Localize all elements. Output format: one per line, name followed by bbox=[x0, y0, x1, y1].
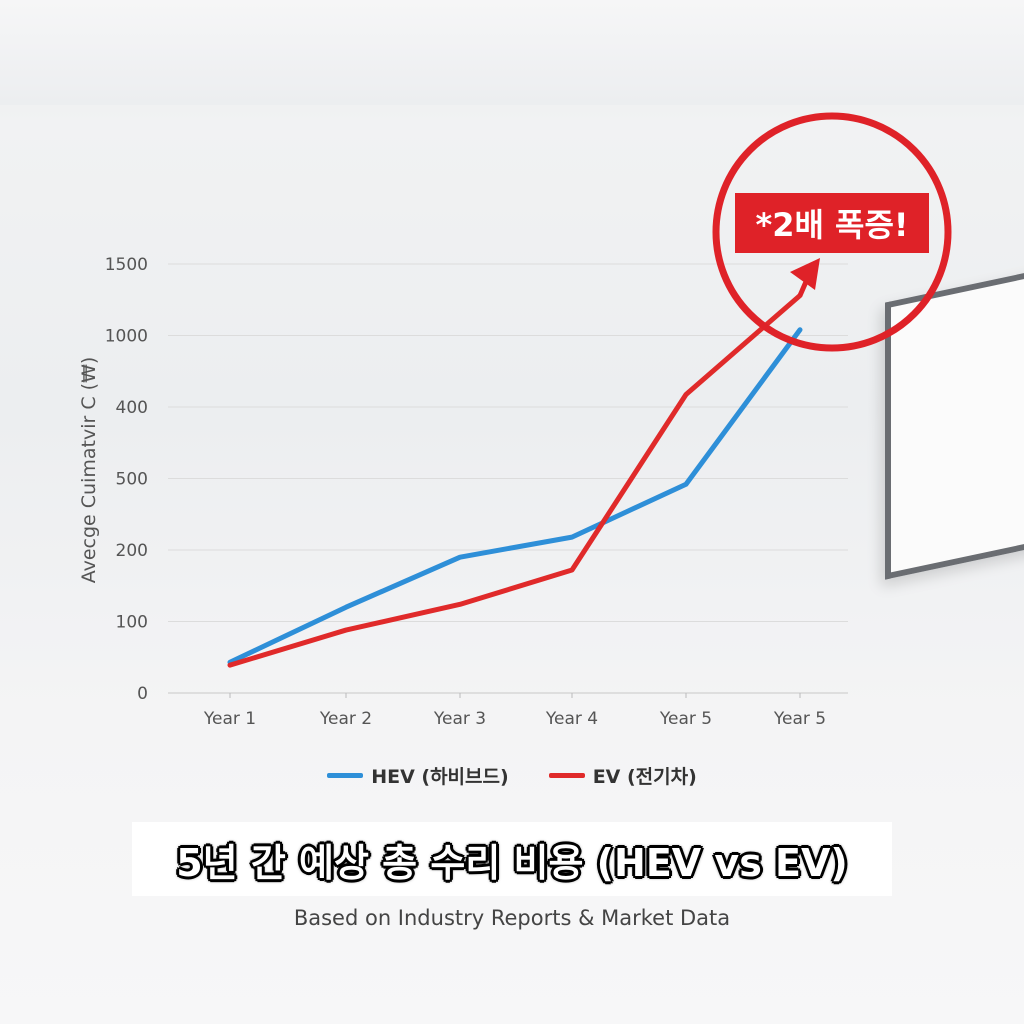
legend-label-ev: EV (전기차) bbox=[592, 766, 697, 788]
legend-item-ev: EV (전기차) bbox=[548, 762, 697, 789]
y-tick-label: 400 bbox=[116, 398, 148, 418]
annotation-circle bbox=[712, 112, 952, 352]
y-tick-label: 100 bbox=[116, 613, 148, 633]
y-axis-label: Avecge Cuimatvir C (₩) bbox=[78, 357, 100, 584]
y-tick-label: 200 bbox=[116, 541, 148, 561]
legend-label-hev: HEV (하비브드) bbox=[371, 766, 509, 788]
legend-swatch-ev bbox=[548, 773, 585, 778]
background-ceiling bbox=[0, 0, 1024, 105]
y-tick-label: 500 bbox=[116, 470, 148, 490]
y-tick-label: 0 bbox=[137, 684, 148, 704]
legend-swatch-hev bbox=[327, 773, 364, 778]
legend: HEV (하비브드) EV (전기차) bbox=[0, 762, 1024, 789]
chart-title-text: 5년 간 예상 총 수리 비용 (HEV vs EV) bbox=[176, 840, 848, 885]
x-tick-label: Year 3 bbox=[433, 709, 486, 729]
annotation-badge: *2배 폭증! bbox=[735, 193, 929, 253]
y-tick-label: 1000 bbox=[105, 327, 148, 347]
x-tick-label: Year 4 bbox=[545, 709, 598, 729]
chart-subtitle: Based on Industry Reports & Market Data bbox=[293, 906, 731, 930]
legend-item-hev: HEV (하비브드) bbox=[327, 762, 509, 789]
chart-title: 5년 간 예상 총 수리 비용 (HEV vs EV) bbox=[132, 822, 892, 896]
annotation-arrow-head bbox=[790, 258, 820, 290]
series-line-hev bbox=[227, 327, 803, 665]
x-tick-label: Year 1 bbox=[203, 709, 256, 729]
x-tick-label: Year 5 bbox=[773, 709, 826, 729]
annotation-text: *2배 폭증! bbox=[755, 206, 909, 244]
y-tick-label: 1500 bbox=[105, 255, 148, 275]
series-line-ev bbox=[227, 292, 803, 668]
x-tick-label: Year 2 bbox=[319, 709, 372, 729]
x-tick-label: Year 5 bbox=[659, 709, 712, 729]
